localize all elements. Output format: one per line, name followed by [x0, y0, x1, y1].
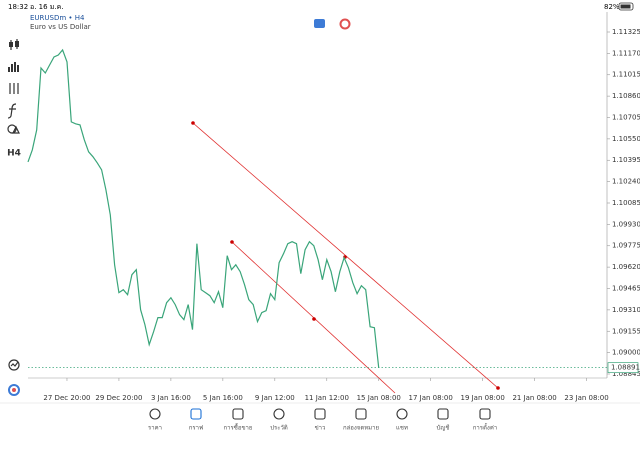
- nav-icon: [437, 408, 449, 420]
- current-price-label: 1.08891: [611, 364, 640, 372]
- toggle-icon[interactable]: [314, 19, 325, 28]
- x-tick-label: 19 Jan 08:00: [460, 394, 504, 402]
- y-tick-label: 1.09465: [612, 284, 640, 292]
- oneclick-icon[interactable]: [8, 359, 20, 371]
- x-tick-label: 23 Jan 08:00: [564, 394, 608, 402]
- y-tick-label: 1.11325: [612, 28, 640, 36]
- trend-lines: [191, 121, 500, 394]
- settings-sliders-icon[interactable]: [9, 83, 19, 94]
- status-battery: 82%: [604, 3, 620, 11]
- y-tick-label: 1.09310: [612, 306, 640, 314]
- nav-item[interactable]: ข่าว: [314, 408, 326, 432]
- nav-item[interactable]: ราคา: [148, 408, 162, 432]
- current-price-box: [607, 362, 639, 374]
- nav-item[interactable]: การตั้งค่า: [473, 408, 497, 432]
- y-tick-label: 1.09930: [612, 220, 640, 228]
- y-tick-label: 1.08845: [612, 370, 640, 378]
- y-tick-label: 1.10240: [612, 178, 640, 186]
- status-time: 18:32: [8, 3, 28, 11]
- function-icon[interactable]: [7, 103, 17, 119]
- nav-icon: [232, 408, 244, 420]
- description: Euro vs US Dollar: [30, 23, 91, 31]
- nav-label: บัญชี: [437, 424, 450, 432]
- objects-icon[interactable]: [7, 124, 20, 134]
- nav-item[interactable]: ประวัติ: [270, 408, 288, 432]
- nav-icon: [355, 408, 367, 420]
- nav-item[interactable]: บัญชี: [437, 408, 450, 432]
- nav-icon: [190, 408, 202, 420]
- nav-label: กล่องจดหมาย: [343, 425, 379, 432]
- x-tick-label: 15 Jan 08:00: [357, 394, 401, 402]
- x-tick-label: 9 Jan 12:00: [255, 394, 295, 402]
- price-line: [27, 48, 380, 368]
- trade-icon[interactable]: [8, 384, 20, 396]
- quick-trade-icon[interactable]: [339, 18, 351, 30]
- x-tick-label: 3 Jan 16:00: [151, 394, 191, 402]
- y-tick-label: 1.09620: [612, 263, 640, 271]
- nav-label: ข่าว: [315, 425, 326, 432]
- candles-icon[interactable]: [9, 39, 19, 50]
- nav-label: แชท: [396, 425, 408, 432]
- x-tick-label: 29 Dec 20:00: [95, 394, 142, 402]
- trend-point[interactable]: [312, 317, 316, 321]
- y-tick-label: 1.09775: [612, 242, 640, 250]
- trend-point[interactable]: [191, 121, 195, 125]
- nav-item[interactable]: แชท: [396, 408, 408, 432]
- nav-icon: [479, 408, 491, 420]
- nav-item[interactable]: กราฟ: [189, 408, 203, 432]
- nav-label: การซื้อขาย: [224, 422, 253, 432]
- nav-icon: [396, 408, 408, 420]
- nav-icon: [273, 408, 285, 420]
- nav-icon: [149, 408, 161, 420]
- x-tick-label: 11 Jan 12:00: [305, 394, 349, 402]
- y-tick-label: 1.10395: [612, 156, 640, 164]
- nav-item[interactable]: กล่องจดหมาย: [343, 408, 379, 432]
- y-tick-label: 1.11015: [612, 71, 640, 79]
- nav-item[interactable]: การซื้อขาย: [224, 408, 253, 432]
- x-tick-label: 17 Jan 08:00: [409, 394, 453, 402]
- y-tick-label: 1.10085: [612, 199, 640, 207]
- indicators-icon[interactable]: [8, 62, 19, 72]
- status-date: อ. 16 ม.ค.: [30, 3, 64, 11]
- y-tick-label: 1.10860: [612, 92, 640, 100]
- trend-point[interactable]: [496, 386, 500, 390]
- left-toolbar: H4: [7, 39, 21, 396]
- x-tick-label: 21 Jan 08:00: [512, 394, 556, 402]
- x-tick-label: 5 Jan 16:00: [203, 394, 243, 402]
- y-tick-label: 1.10550: [612, 135, 640, 143]
- symbol[interactable]: EURUSDm • H4: [30, 14, 85, 22]
- x-tick-label: 27 Dec 20:00: [43, 394, 90, 402]
- nav-icon: [314, 408, 326, 420]
- timeframe-button[interactable]: H4: [7, 149, 21, 159]
- y-tick-label: 1.09000: [612, 349, 640, 357]
- nav-label: การตั้งค่า: [473, 422, 497, 432]
- nav-label: ราคา: [148, 425, 162, 432]
- nav-label: กราฟ: [189, 425, 203, 432]
- y-tick-label: 1.09155: [612, 327, 640, 335]
- nav-label: ประวัติ: [270, 425, 288, 432]
- bottom-nav: ราคา กราฟ การซื้อขาย ประวัติ ข่าว กล่องจดหมาย…: [148, 408, 497, 432]
- y-tick-label: 1.11170: [612, 49, 640, 57]
- battery-level: [620, 4, 631, 9]
- battery-icon: [618, 2, 634, 11]
- y-tick-label: 1.10705: [612, 113, 640, 121]
- trend-point[interactable]: [230, 240, 234, 244]
